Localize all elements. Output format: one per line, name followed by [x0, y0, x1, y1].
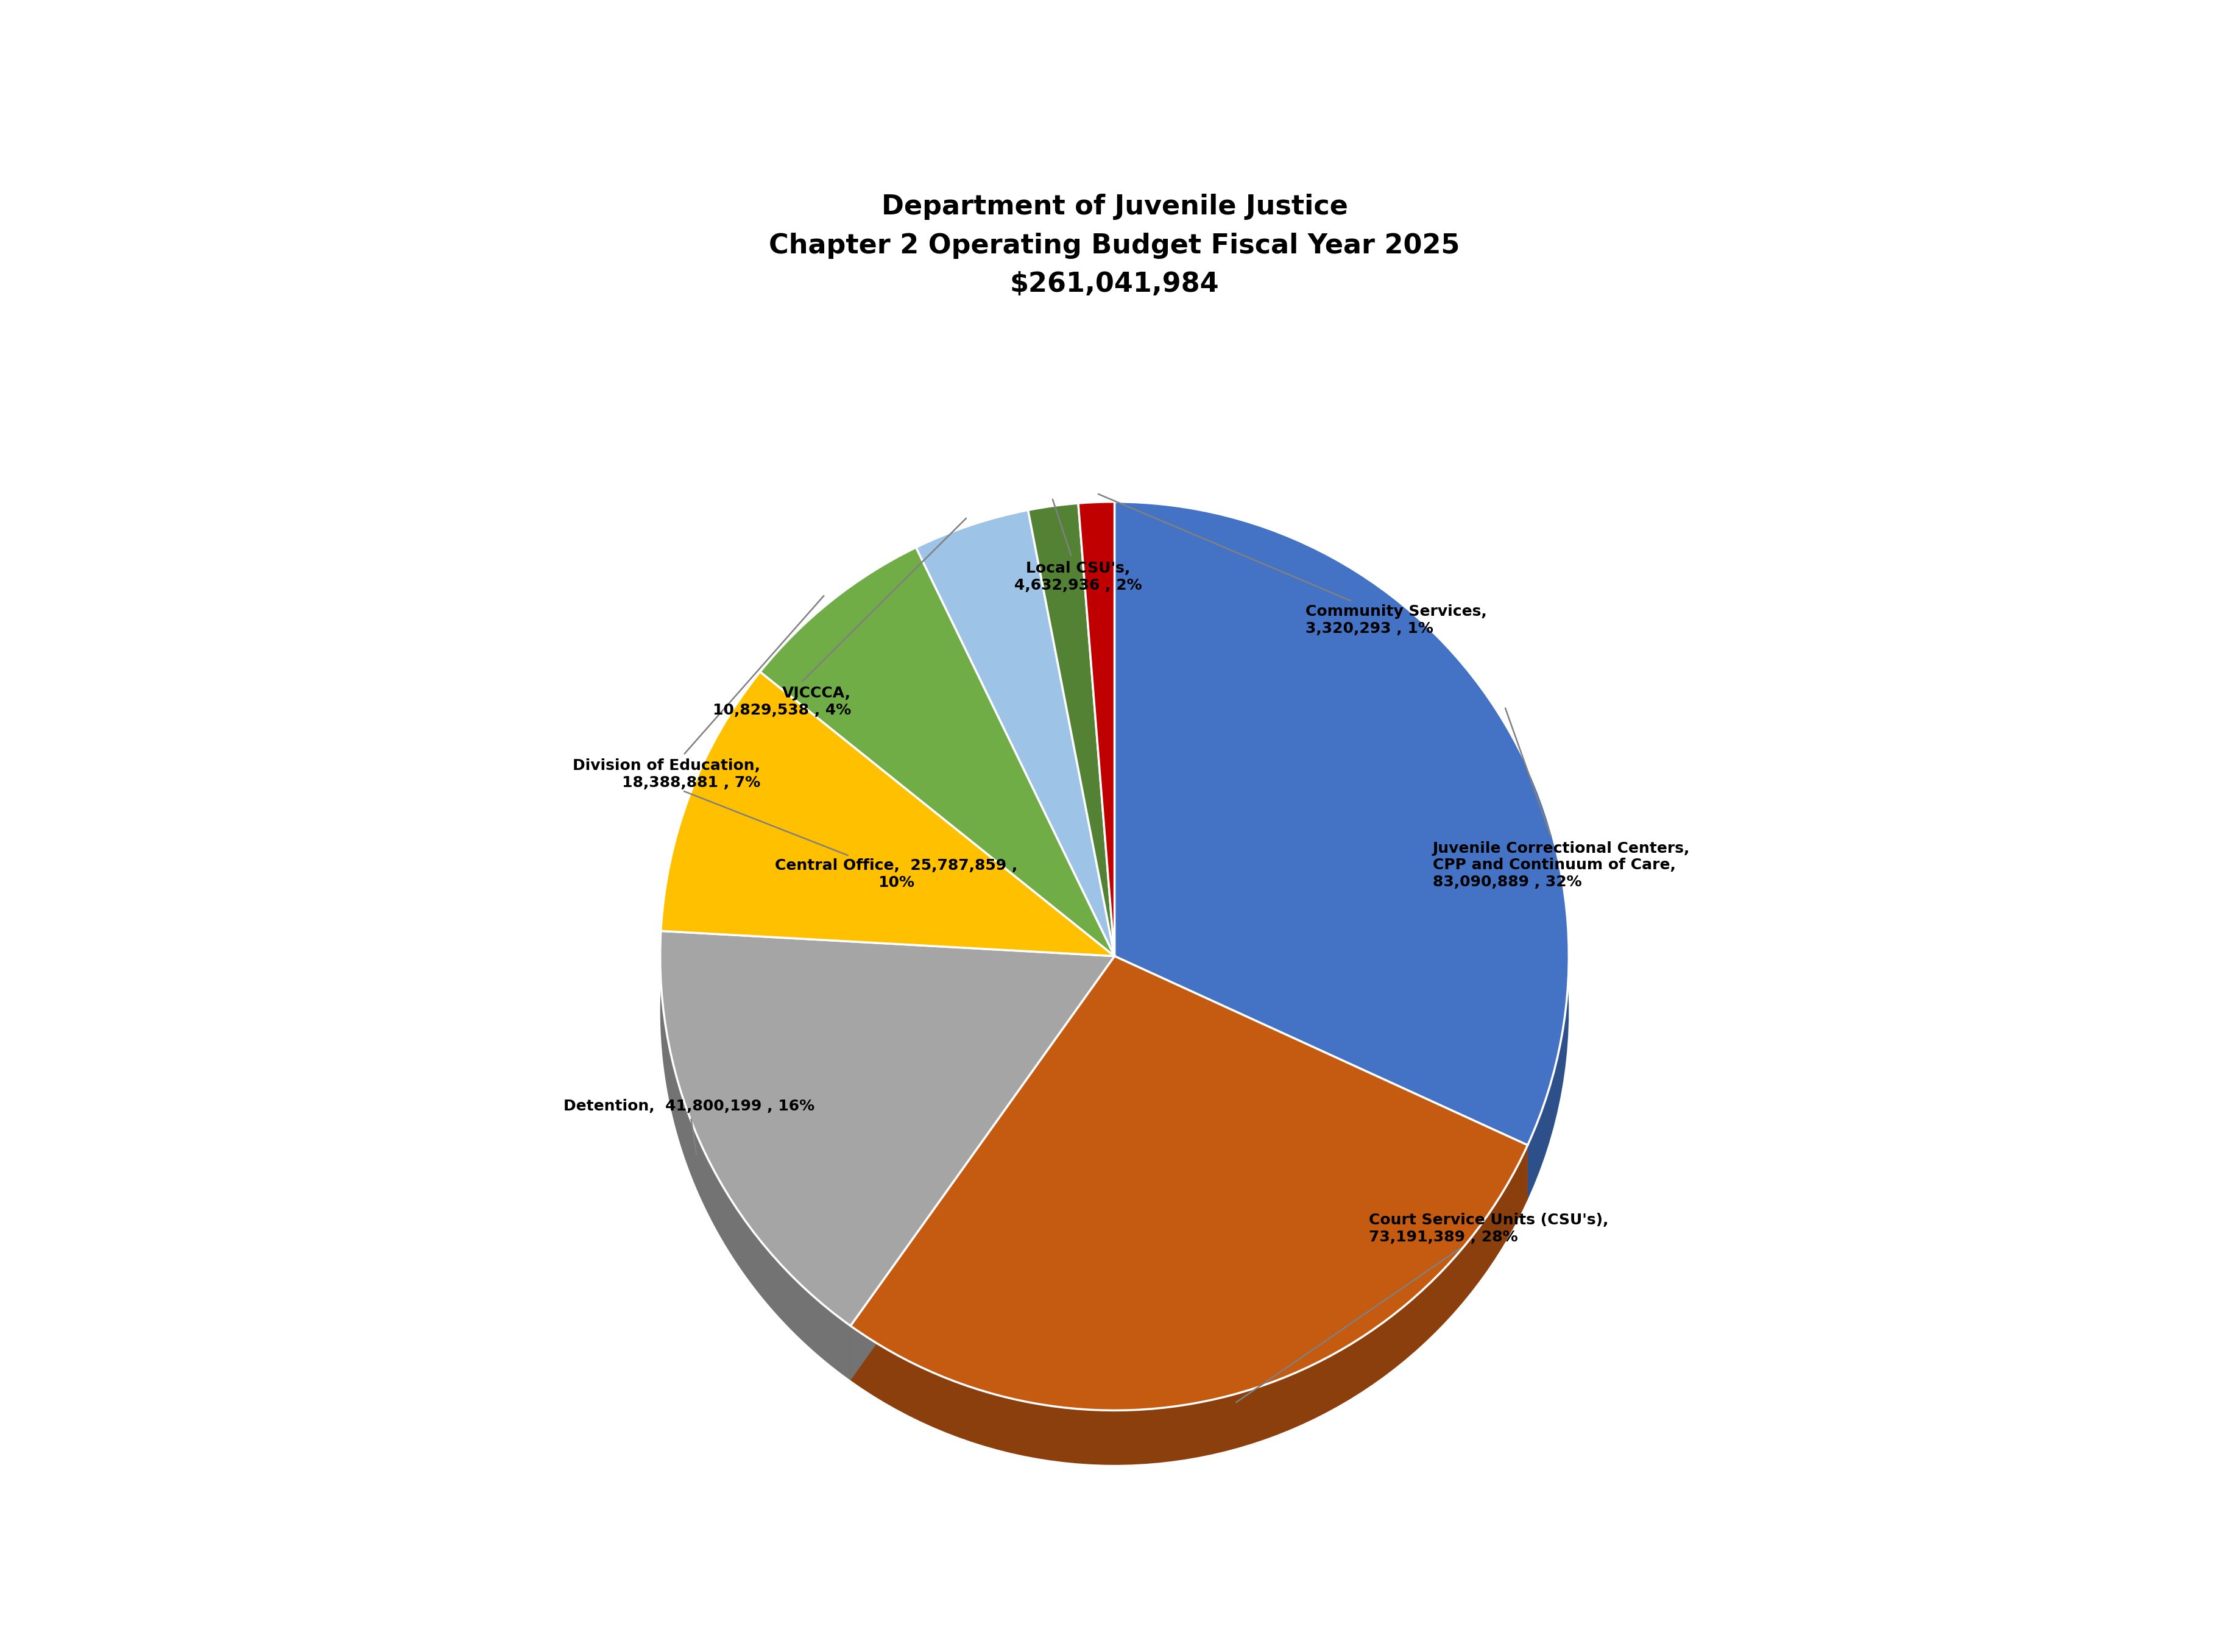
- Polygon shape: [1114, 957, 1527, 1199]
- Polygon shape: [851, 1145, 1527, 1465]
- Text: Juvenile Correctional Centers,
CPP and Continuum of Care,
83,090,889 , 32%: Juvenile Correctional Centers, CPP and C…: [1433, 709, 1690, 889]
- Polygon shape: [1028, 510, 1114, 1011]
- Polygon shape: [851, 957, 1114, 1381]
- Polygon shape: [1079, 504, 1114, 1011]
- Polygon shape: [1114, 502, 1569, 1199]
- Text: Local CSU's,
4,632,936 , 2%: Local CSU's, 4,632,936 , 2%: [1014, 499, 1141, 593]
- Text: Division of Education,
18,388,881 , 7%: Division of Education, 18,388,881 , 7%: [573, 596, 825, 790]
- Polygon shape: [660, 932, 1114, 1011]
- Polygon shape: [660, 672, 760, 986]
- Polygon shape: [660, 932, 851, 1381]
- Text: Department of Juvenile Justice
Chapter 2 Operating Budget Fiscal Year 2025
$261,: Department of Juvenile Justice Chapter 2…: [769, 193, 1460, 297]
- Text: Detention,  41,800,199 , 16%: Detention, 41,800,199 , 16%: [564, 1099, 814, 1155]
- Polygon shape: [1028, 510, 1114, 1011]
- Polygon shape: [916, 547, 1114, 1011]
- Polygon shape: [916, 547, 1114, 1011]
- Wedge shape: [916, 510, 1114, 957]
- Wedge shape: [1114, 502, 1569, 1145]
- Wedge shape: [760, 547, 1114, 957]
- Wedge shape: [660, 932, 1114, 1327]
- Wedge shape: [1028, 504, 1114, 957]
- Polygon shape: [1114, 957, 1527, 1199]
- Wedge shape: [660, 672, 1114, 957]
- Polygon shape: [760, 672, 1114, 1011]
- Polygon shape: [916, 510, 1028, 601]
- Polygon shape: [1079, 502, 1114, 558]
- Wedge shape: [1079, 502, 1114, 957]
- Wedge shape: [851, 957, 1527, 1411]
- Text: Central Office,  25,787,859 ,
10%: Central Office, 25,787,859 , 10%: [684, 791, 1019, 890]
- Polygon shape: [851, 957, 1114, 1381]
- Polygon shape: [760, 547, 916, 727]
- Polygon shape: [1028, 504, 1079, 565]
- Text: Court Service Units (CSU's),
73,191,389 , 28%: Court Service Units (CSU's), 73,191,389 …: [1237, 1213, 1609, 1403]
- Polygon shape: [1079, 504, 1114, 1011]
- Text: VJCCCA,
10,829,538 , 4%: VJCCCA, 10,829,538 , 4%: [713, 519, 965, 717]
- Text: Community Services,
3,320,293 , 1%: Community Services, 3,320,293 , 1%: [1099, 494, 1487, 636]
- Polygon shape: [660, 932, 1114, 1011]
- Polygon shape: [760, 672, 1114, 1011]
